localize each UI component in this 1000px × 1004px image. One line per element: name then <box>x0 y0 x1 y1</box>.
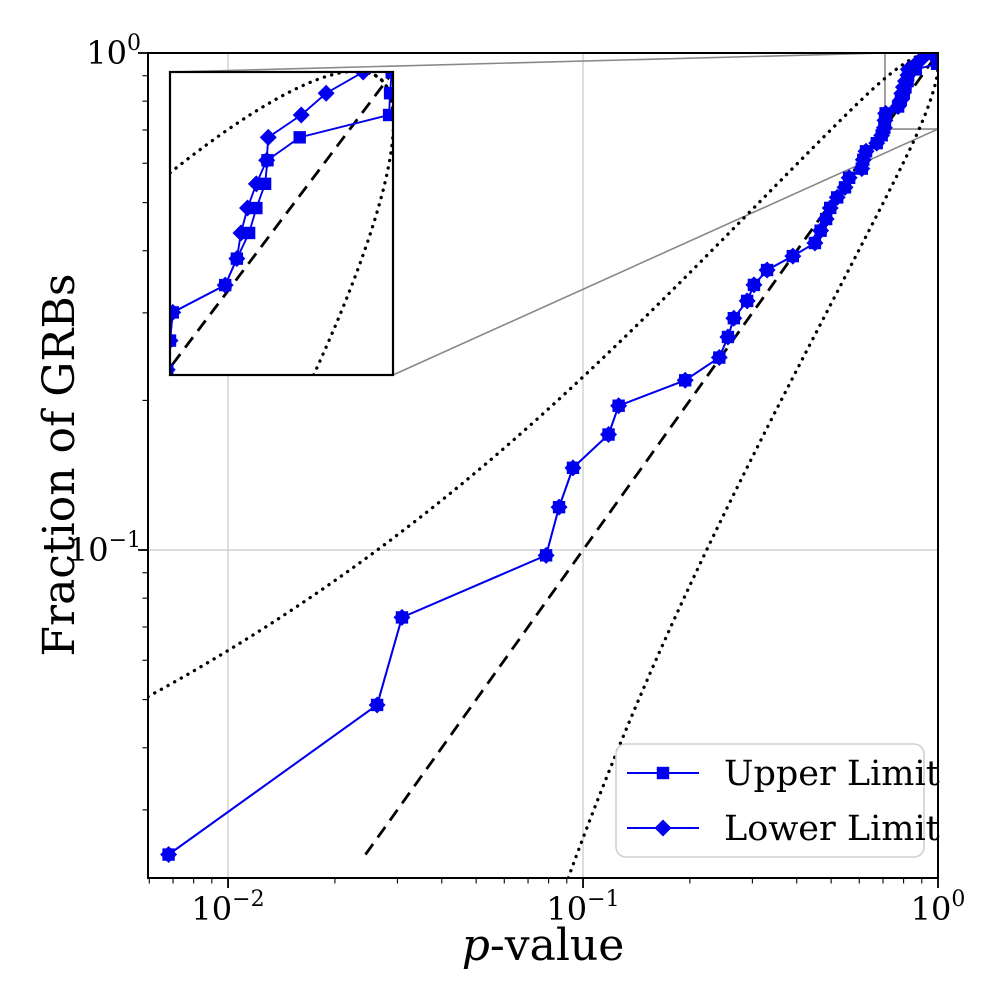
diamond-marker <box>676 371 694 389</box>
square-marker <box>129 425 141 437</box>
y-tick-label-1e-1: 10−1 <box>68 528 141 569</box>
upper-confidence-dotted-line <box>170 72 393 175</box>
square-marker <box>293 131 306 144</box>
lower-confidence-dotted-line <box>566 53 938 878</box>
lower-limit-series <box>0 72 372 616</box>
axes-spines-and-ticks <box>138 52 939 888</box>
diamond-marker <box>259 128 277 146</box>
inset-connector-top <box>169 52 886 73</box>
diamond-marker <box>828 188 846 206</box>
diamond-marker <box>232 224 250 242</box>
upper-confidence-dotted-line <box>148 53 938 699</box>
legend-label-upper-limit: Upper Limit <box>724 754 940 794</box>
square-marker <box>383 87 393 100</box>
diamond-marker <box>393 608 411 626</box>
diamond-marker <box>564 459 582 477</box>
square-marker <box>382 108 393 122</box>
diamond-marker <box>877 104 895 122</box>
y-axis-label: Fraction of GRBs <box>34 274 85 657</box>
diamond-marker <box>216 276 234 294</box>
diamond-marker <box>812 222 830 240</box>
diamond-marker <box>857 142 875 160</box>
square-marker <box>13 563 25 575</box>
series-line <box>170 72 393 351</box>
diamond-marker <box>148 391 165 408</box>
tick-labels: 10−2 10−1 100 100 10−1 <box>68 31 966 928</box>
diamond-marker <box>160 846 178 864</box>
lower-limit-series <box>160 53 938 864</box>
diamond-marker <box>550 498 568 516</box>
diamond-marker <box>127 423 144 440</box>
legend-diamond-marker <box>654 819 672 837</box>
diamond-marker <box>258 151 276 169</box>
plot-area <box>148 53 938 878</box>
diamond-marker <box>600 426 618 444</box>
diamond-marker <box>247 175 265 193</box>
inset-connector-bottom <box>392 128 939 376</box>
inset-plot-area <box>0 72 393 616</box>
x-tick-label-1e-1: 10−1 <box>546 887 619 928</box>
diamond-marker <box>11 561 28 578</box>
square-marker <box>258 177 272 191</box>
diamond-marker <box>354 72 372 81</box>
diamond-marker <box>228 250 246 268</box>
diamond-marker <box>537 546 555 564</box>
diamond-marker <box>745 276 763 294</box>
legend-samples <box>627 766 699 837</box>
diamond-marker <box>840 169 858 187</box>
diamond-marker <box>238 199 256 217</box>
legend-label-lower-limit: Lower Limit <box>724 809 940 849</box>
inset-axes <box>0 70 395 616</box>
legend: Upper Limit Lower Limit <box>615 743 940 858</box>
x-axis-label: p-value <box>462 920 625 971</box>
square-marker <box>150 394 162 406</box>
diamond-marker <box>922 53 938 62</box>
diamond-marker <box>317 84 335 102</box>
diamond-marker <box>784 247 802 265</box>
square-marker <box>250 201 263 215</box>
inset-background <box>170 72 393 375</box>
diamond-marker <box>719 328 737 346</box>
diamond-marker <box>170 363 176 375</box>
y-tick-label-1e0: 100 <box>86 31 141 72</box>
diamond-marker <box>710 349 728 367</box>
square-marker <box>0 601 8 613</box>
square-marker <box>385 72 393 79</box>
diamond-marker <box>0 599 10 616</box>
square-marker <box>84 457 96 469</box>
diamond-marker <box>806 234 824 252</box>
axes-spines <box>147 52 939 879</box>
diamond-marker <box>170 303 182 321</box>
diamond-marker <box>610 397 628 415</box>
legend-square-marker <box>656 766 670 780</box>
diamond-marker <box>821 199 839 217</box>
diamond-marker <box>170 332 179 350</box>
diamond-marker <box>368 696 386 714</box>
diamond-marker <box>725 309 743 327</box>
x-tick-label-1e-2: 10−2 <box>191 887 264 928</box>
inset-border <box>168 70 395 377</box>
x-tick-label-1e0: 100 <box>911 887 966 928</box>
diamond-marker <box>738 292 756 310</box>
diamond-marker <box>758 261 776 279</box>
series-line <box>170 72 364 351</box>
diamond-marker <box>292 106 310 124</box>
